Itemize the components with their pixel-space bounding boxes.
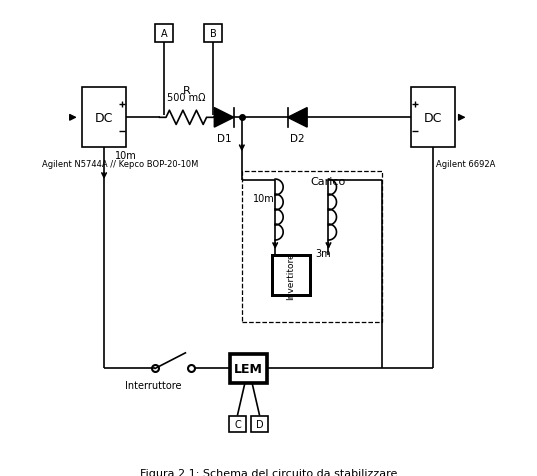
Bar [82, 88, 126, 148]
Bar [230, 354, 267, 383]
Text: Carico: Carico [311, 177, 346, 187]
Text: DC: DC [424, 111, 442, 125]
Text: DC: DC [95, 111, 113, 125]
Text: C: C [234, 419, 241, 429]
Bar [155, 25, 173, 43]
Text: A: A [161, 29, 168, 39]
Bar [242, 171, 382, 322]
Bar [229, 416, 246, 433]
Polygon shape [288, 109, 307, 128]
Text: 3m: 3m [315, 248, 331, 258]
Text: 10m: 10m [253, 194, 275, 204]
Text: LEM: LEM [234, 362, 263, 375]
Bar [204, 25, 222, 43]
Text: Agilent N5744A // Kepco BOP-20-10M: Agilent N5744A // Kepco BOP-20-10M [42, 160, 198, 169]
Bar [411, 88, 455, 148]
Bar [272, 256, 310, 296]
Text: D: D [256, 419, 264, 429]
Text: Agilent 6692A: Agilent 6692A [436, 160, 495, 169]
Text: B: B [209, 29, 216, 39]
Text: 500 mΩ: 500 mΩ [167, 92, 206, 102]
Text: Figura 2.1: Schema del circuito da stabilizzare: Figura 2.1: Schema del circuito da stabi… [140, 468, 397, 476]
Text: Interruttore: Interruttore [125, 381, 181, 391]
Text: Invertitore: Invertitore [286, 252, 295, 299]
Text: D2: D2 [290, 134, 304, 144]
Text: 10m: 10m [115, 151, 137, 161]
Text: R: R [183, 86, 190, 96]
Text: D1: D1 [217, 134, 231, 144]
Bar [251, 416, 268, 433]
Polygon shape [214, 109, 234, 128]
